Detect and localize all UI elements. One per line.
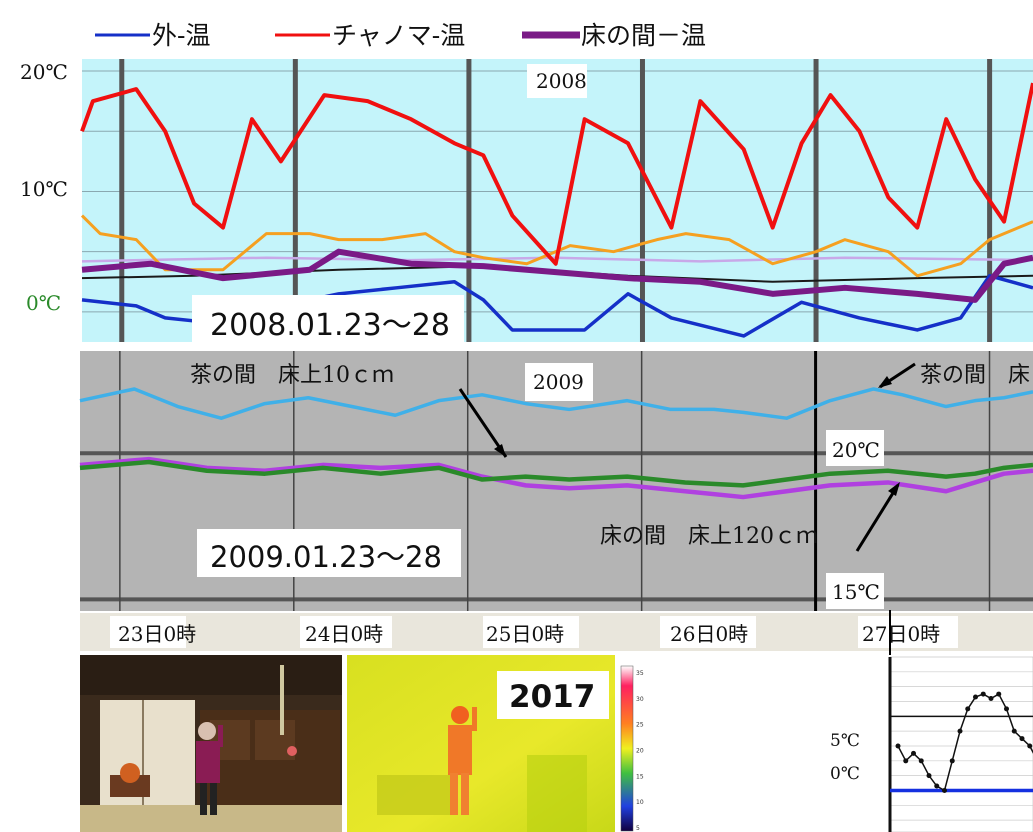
chart-2008-plot-area: [82, 59, 1033, 342]
thermal-year-label: 2017: [509, 679, 595, 715]
series-temp-point: [965, 706, 971, 712]
thermal-scale-tick: 30: [636, 696, 644, 703]
day-separator: [466, 59, 472, 342]
series-temp-point: [973, 694, 978, 700]
year-label-box-2008: [527, 64, 587, 98]
y-tick-15c-2009: 15℃: [832, 580, 880, 604]
day-separator: [292, 59, 298, 342]
small-y-tick-5c: 5℃: [830, 731, 860, 751]
y-tick-20c-2009: 20℃: [832, 438, 880, 462]
series-temp-point: [918, 758, 924, 764]
y-tick-20c: 20℃: [20, 60, 68, 84]
svg-text:24日0時: 24日0時: [305, 622, 383, 646]
series-temp-point: [996, 691, 1002, 697]
thermal-scale-tick: 10: [636, 799, 644, 806]
small-y-tick-0c: 0℃: [830, 764, 860, 784]
y-tick-box-20c: [826, 430, 884, 466]
series-tokonoma-line: [81, 248, 1033, 303]
svg-text:26日0時: 26日0時: [670, 622, 748, 646]
series-temp-point: [911, 750, 916, 756]
period-label-2008: 2008.01.23～28: [210, 308, 450, 343]
series-temp-point: [1004, 706, 1009, 712]
series-temp-point: [1027, 743, 1033, 749]
period-label-2009: 2009.01.23～28: [210, 540, 442, 574]
date-label-25: 25日0時: [483, 616, 579, 648]
year-label-box-2009: [525, 363, 593, 401]
series-temp-point: [1019, 736, 1025, 742]
series-temp-point: [926, 773, 932, 779]
date-label-24: 24日0時: [300, 616, 392, 648]
day-separator: [639, 59, 645, 342]
thermal-scale-tick: 25: [636, 722, 644, 729]
y-tick-box-15c: [826, 573, 884, 609]
annotation-bottom-arrow: [855, 484, 900, 552]
chart-2008: 20℃ 10℃ 0℃ 2008 2008.01.23～28: [0, 55, 1033, 345]
thermal-scale-tick: 35: [636, 670, 644, 677]
annotation-top-arrowhead: [494, 444, 506, 457]
interior-photo: [80, 655, 342, 832]
thermal-image: 2017: [347, 655, 615, 832]
series-tokonoma-floor120-line: [79, 456, 1033, 500]
svg-text:27日0時: 27日0時: [862, 622, 940, 646]
person-figure: [196, 722, 223, 815]
series-temp-point: [1011, 728, 1017, 734]
series-temp-point: [895, 743, 901, 749]
legend: 外-温 チャノマ-温 床の間－温: [0, 0, 1033, 55]
series-chanoma-line: [80, 82, 1033, 266]
chart-2009: 茶の間 床上10ｃｍ 2009 茶の間 床 20℃ 床の間 床上120ｃｍ 20…: [0, 345, 1033, 615]
series-temp-point: [934, 783, 940, 789]
y-tick-10c: 10℃: [20, 177, 68, 201]
date-label-27: 27日0時: [858, 616, 958, 648]
legend-label-chanoma: チャノマ-温: [332, 21, 465, 50]
thermal-scale-tick: 15: [636, 773, 644, 780]
date-label-26: 26日0時: [660, 616, 756, 648]
thermal-person: [448, 706, 477, 815]
series-temp-point: [903, 758, 909, 764]
date-axis: 23日0時 24日0時 25日0時 26日0時 27日0時: [0, 610, 1033, 655]
small-chart: 5℃ 0℃: [808, 655, 1033, 832]
annotation-top-arrow: [458, 388, 508, 458]
series-temp-point: [980, 691, 986, 697]
thermal-scale-gradient: [620, 665, 634, 832]
thermal-scale-tick: 5: [636, 825, 640, 832]
date-label-23: 23日0時: [110, 616, 196, 648]
thermal-year-box: [497, 671, 609, 719]
series-temp-point: [942, 787, 947, 793]
period-label-box-2008: [192, 295, 464, 345]
series-temp-point: [988, 696, 994, 702]
day-separator: [119, 59, 125, 342]
annotation-bottom: 床の間 床上120ｃｍ: [600, 524, 818, 549]
year-label-2009: 2009: [533, 370, 584, 394]
series-temp-point: [957, 728, 963, 734]
annotation-top: 茶の間 床上10ｃｍ: [190, 363, 394, 388]
svg-text:23日0時: 23日0時: [118, 622, 196, 646]
y-tick-0c: 0℃: [26, 291, 61, 315]
annotation-bottom-arrowhead: [888, 482, 900, 496]
thermal-scale-tick: 20: [636, 748, 644, 755]
legend-label-outside: 外-温: [152, 21, 210, 50]
svg-text:25日0時: 25日0時: [486, 622, 564, 646]
legend-label-tokonoma: 床の間－温: [581, 21, 706, 50]
thermal-scale: 35 30 25 20 15 10 5: [618, 660, 648, 832]
series-temp-point: [949, 758, 955, 764]
annotation-top-right: 茶の間 床: [920, 363, 1030, 388]
day-separator: [813, 59, 819, 342]
small-chart-plot-area: [889, 656, 1033, 832]
series-chanoma-floor10-line: [79, 387, 1033, 420]
series-green-line: [79, 459, 1033, 488]
period-label-box-2009: [197, 529, 461, 577]
annotation-top-right-arrowhead: [878, 376, 892, 388]
year-label-2008: 2008: [536, 69, 587, 93]
